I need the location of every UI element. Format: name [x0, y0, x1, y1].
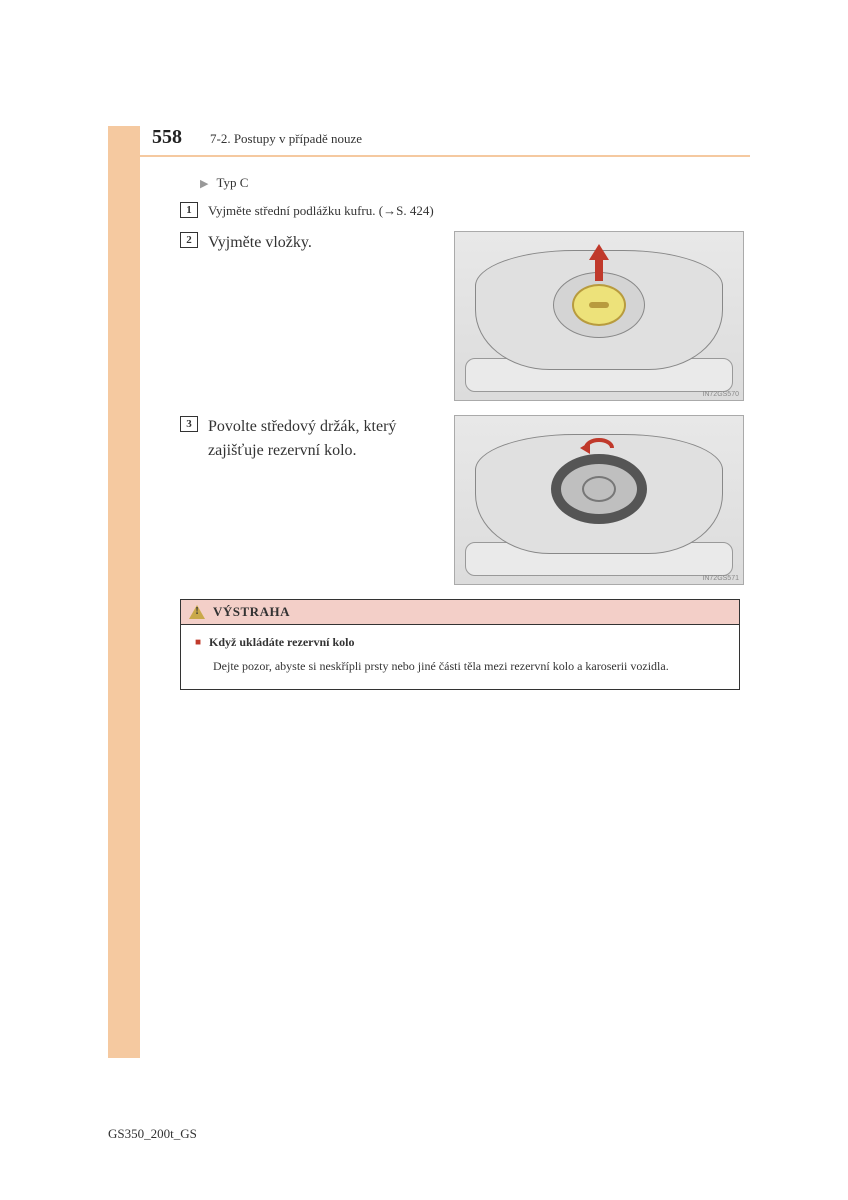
warning-subtitle: Když ukládáte rezervní kolo — [209, 635, 354, 651]
type-label: Typ C — [216, 175, 248, 191]
header-rule — [140, 155, 750, 157]
type-heading: ▶ Typ C — [200, 175, 750, 191]
page-number: 558 — [152, 126, 182, 149]
warning-box: VÝSTRAHA ■ Když ukládáte rezervní kolo D… — [180, 599, 740, 690]
step-3-text: Povolte středový držák, který zajišťuje … — [208, 415, 440, 463]
figure-remove-inserts: IN72GS570 — [454, 231, 744, 401]
step-1: 1 Vyjměte střední podlážku kufru. (→S. 4… — [180, 201, 750, 221]
step-number-2: 2 — [180, 232, 198, 248]
figure-code-2: IN72GS571 — [702, 575, 739, 582]
step-2-row: 2 Vyjměte vložky. IN72GS570 — [180, 231, 750, 401]
triangle-bullet-icon: ▶ — [200, 177, 208, 190]
warning-text: Dejte pozor, abyste si neskřípli prsty n… — [213, 657, 725, 675]
warning-title: VÝSTRAHA — [213, 604, 290, 620]
warning-body: ■ Když ukládáte rezervní kolo Dejte pozo… — [181, 625, 739, 689]
square-bullet-icon: ■ — [195, 635, 201, 651]
arrow-up-icon — [589, 244, 609, 260]
step-1-text: Vyjměte střední podlážku kufru. (→S. 424… — [208, 201, 750, 221]
step-number-3: 3 — [180, 416, 198, 432]
page-content: 558 7-2. Postupy v případě nouze ▶ Typ C… — [140, 126, 750, 690]
warning-subtitle-row: ■ Když ukládáte rezervní kolo — [195, 635, 725, 651]
step-3-row: 3 Povolte středový držák, který zajišťuj… — [180, 415, 750, 585]
step-2-text: Vyjměte vložky. — [208, 231, 440, 255]
step-number-1: 1 — [180, 202, 198, 218]
rotate-arrow-icon — [580, 434, 618, 458]
side-tab — [108, 126, 140, 1058]
figure-loosen-holder: IN72GS571 — [454, 415, 744, 585]
cover-icon — [572, 284, 626, 326]
footer-code: GS350_200t_GS — [108, 1126, 197, 1142]
warning-triangle-icon — [189, 605, 205, 619]
spare-tire-icon — [551, 454, 647, 524]
section-title: 7-2. Postupy v případě nouze — [210, 131, 362, 147]
warning-header: VÝSTRAHA — [181, 600, 739, 625]
figure-code-1: IN72GS570 — [702, 391, 739, 398]
page-header: 558 7-2. Postupy v případě nouze — [140, 126, 750, 155]
